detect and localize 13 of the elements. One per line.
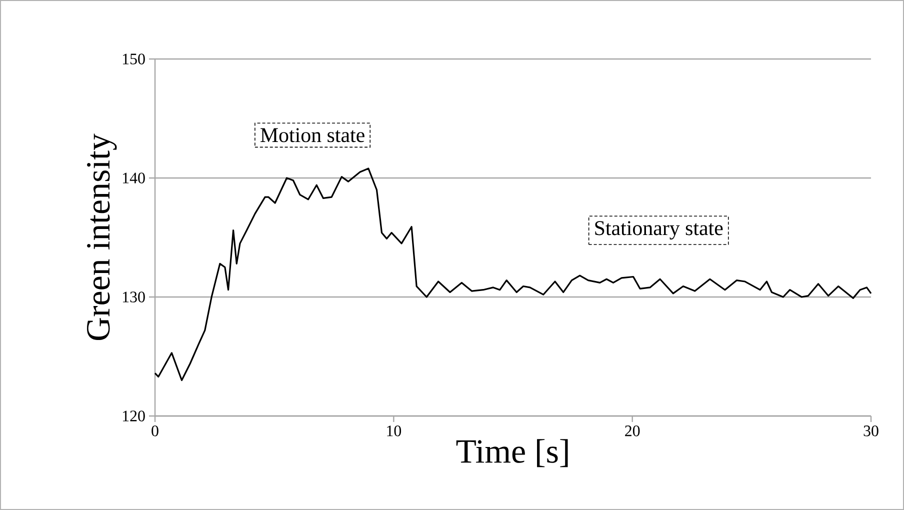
annotation: Stationary state: [595, 221, 723, 240]
x-axis-title: Time [s]: [456, 439, 568, 468]
x-tick-label: 20: [625, 426, 640, 436]
y-tick-label: 140: [122, 172, 145, 184]
y-tick-label: 150: [122, 54, 145, 64]
x-tick-label: 30: [864, 426, 878, 436]
y-axis-title: Green intensity: [87, 134, 117, 340]
y-tick-label: 130: [122, 292, 145, 302]
y-tick-label: 120: [122, 410, 145, 422]
x-tick-label: 10: [387, 426, 402, 436]
x-tick-label: 0: [152, 426, 158, 436]
annotation: Motion state: [260, 128, 364, 142]
line-series: [154, 168, 872, 382]
